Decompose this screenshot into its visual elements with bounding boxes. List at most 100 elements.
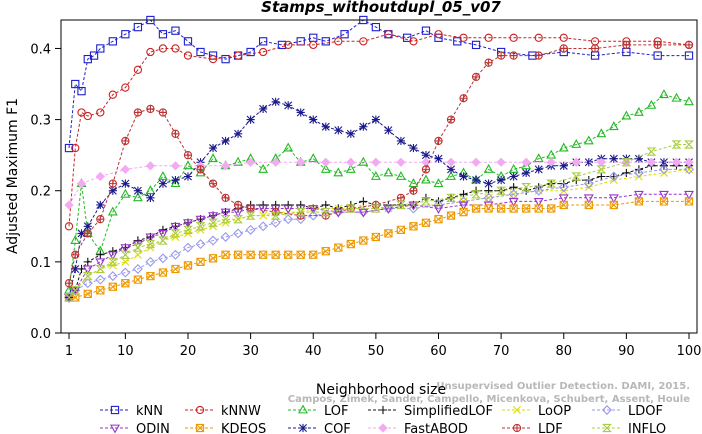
data-point-kdeos — [360, 237, 367, 244]
x-tick-label: 10 — [117, 344, 134, 359]
data-point-ldof — [159, 254, 167, 262]
data-point-fastabod — [447, 158, 455, 166]
x-tick-label: 80 — [555, 344, 572, 359]
data-point-kdeos — [372, 233, 379, 240]
data-point-kdeos — [184, 262, 191, 269]
y-tick-label: 0.3 — [30, 114, 51, 129]
data-point-ldof — [109, 272, 117, 280]
data-point-cof — [121, 180, 129, 188]
data-point-inflo — [134, 244, 141, 251]
legend-label: LDOF — [628, 404, 663, 419]
data-point-lof — [284, 144, 292, 151]
data-point-ldf — [134, 109, 141, 116]
legend-swatch-marker — [379, 406, 387, 414]
series-kdeos — [65, 198, 692, 301]
data-point-cof — [347, 130, 355, 138]
data-point-lof — [209, 154, 217, 161]
data-point-ldf — [447, 116, 454, 123]
legend-label: INFLO — [628, 422, 666, 434]
y-tick-label: 0.1 — [30, 256, 51, 271]
series-knnw — [65, 31, 692, 230]
data-point-simplifiedlof — [359, 197, 367, 205]
series-line-cof — [69, 102, 689, 298]
chart-title: Stamps_withoutdupl_05_v07 — [261, 0, 501, 16]
x-tick-label: 60 — [430, 344, 447, 359]
data-point-lof — [622, 112, 630, 119]
data-point-kdeos — [485, 205, 492, 212]
data-point-kdeos — [122, 280, 129, 287]
data-point-ldof — [196, 240, 204, 248]
data-point-ldf — [209, 180, 216, 187]
data-point-cof — [434, 155, 442, 163]
x-tick-label: 50 — [368, 344, 385, 359]
data-point-ldf — [159, 109, 166, 116]
legend-swatch-marker — [299, 424, 307, 432]
data-point-kdeos — [134, 276, 141, 283]
data-point-lof — [485, 165, 493, 172]
legend-label: SimplifiedLOF — [404, 404, 493, 419]
data-point-fastabod — [597, 158, 605, 166]
x-tick-label: 100 — [677, 344, 702, 359]
data-point-cof — [184, 172, 192, 180]
data-point-kdeos — [109, 283, 116, 290]
series-line-inflo — [69, 145, 689, 298]
chart: Stamps_withoutdupl_05_v07 Unsupervised O… — [0, 0, 702, 434]
y-tick-label: 0.4 — [30, 42, 51, 57]
data-point-cof — [84, 222, 92, 230]
data-point-ldf — [535, 52, 542, 59]
data-point-cof — [372, 115, 380, 123]
data-point-cof — [309, 115, 317, 123]
data-point-cof — [234, 130, 242, 138]
data-point-fastabod — [497, 158, 505, 166]
data-point-cof — [272, 98, 280, 106]
legend-label: LoOP — [538, 404, 571, 419]
data-point-cof — [247, 115, 255, 123]
data-point-cof — [409, 144, 417, 152]
data-point-cof — [459, 172, 467, 180]
legend-item-odin: ODIN — [100, 422, 170, 434]
data-point-fastabod — [472, 158, 480, 166]
data-point-lof — [309, 154, 317, 161]
data-point-ldf — [460, 95, 467, 102]
x-axis-label: Neighborhood size — [316, 382, 446, 398]
data-point-lof — [547, 151, 555, 158]
y-axis-label: Adjusted Maximum F1 — [5, 98, 21, 254]
legend-item-knn: kNN — [100, 404, 163, 419]
data-point-ldf — [472, 73, 479, 80]
legend-item-cof: COF — [288, 422, 351, 434]
series-line-kdeos — [69, 201, 689, 297]
data-point-lof — [384, 169, 392, 176]
data-point-cof — [484, 180, 492, 188]
data-point-knnw — [97, 109, 104, 116]
data-point-lof — [434, 179, 442, 186]
data-point-ldf — [72, 251, 79, 258]
data-point-ldf — [222, 194, 229, 201]
data-point-ldf — [197, 166, 204, 173]
data-point-kdeos — [159, 269, 166, 276]
data-point-cof — [497, 176, 505, 184]
data-point-kdeos — [147, 272, 154, 279]
data-point-cof — [134, 187, 142, 195]
data-point-fastabod — [96, 172, 104, 180]
data-point-lof — [535, 154, 543, 161]
data-point-loop — [122, 258, 129, 265]
data-point-kdeos — [84, 290, 91, 297]
x-tick-label: 40 — [305, 344, 322, 359]
data-point-ldf — [510, 52, 517, 59]
data-point-lof — [647, 101, 655, 108]
x-tick-label: 1 — [65, 344, 73, 359]
data-point-cof — [334, 126, 342, 134]
data-point-cof — [221, 137, 229, 145]
data-point-lof — [672, 94, 680, 101]
series-knn — [65, 16, 692, 151]
data-point-lof — [259, 165, 267, 172]
data-point-kdeos — [172, 265, 179, 272]
x-tick-label: 30 — [242, 344, 259, 359]
data-point-cof — [397, 137, 405, 145]
legend-label: LDF — [538, 422, 563, 434]
data-point-ldf — [397, 194, 404, 201]
data-point-ldf — [485, 59, 492, 66]
data-point-cof — [610, 155, 618, 163]
y-axis: 0.00.10.20.30.4 — [30, 42, 61, 342]
data-point-cof — [359, 123, 367, 131]
